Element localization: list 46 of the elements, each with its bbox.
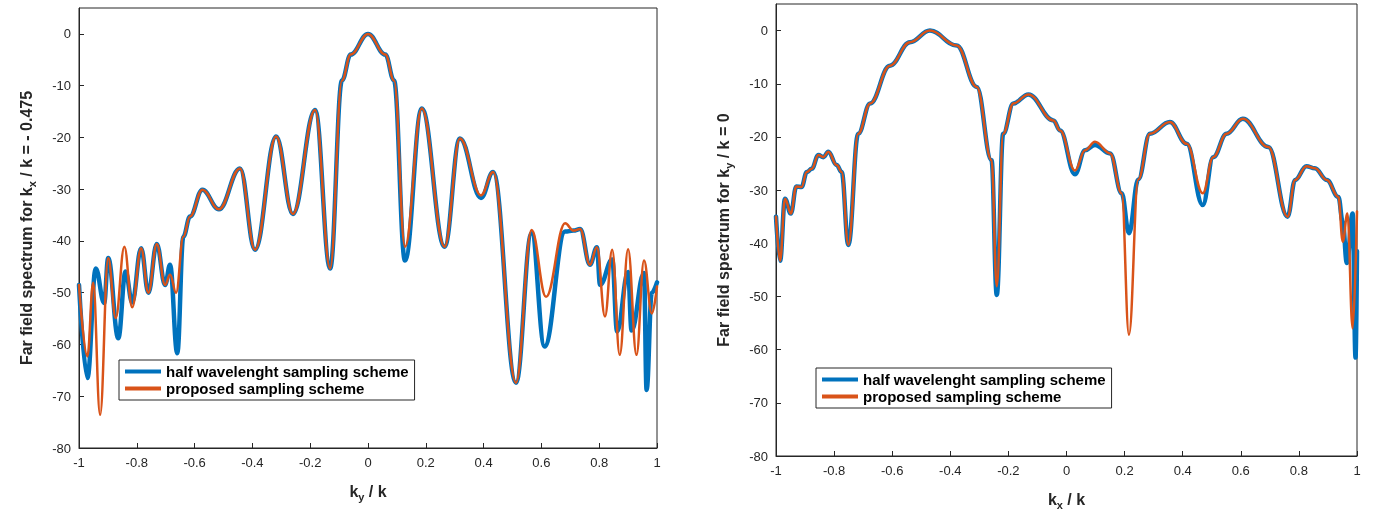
y-tick-label: -20	[52, 129, 71, 145]
x-tick-label: 0.6	[532, 455, 551, 470]
x-tick-label: 0.4	[474, 455, 493, 470]
y-axis-title: Far field spectrum for ky / k = 0	[714, 113, 735, 347]
legend-label: proposed sampling scheme	[166, 380, 365, 397]
x-tick-label: -0.2	[299, 455, 322, 470]
x-tick-label: 1	[653, 455, 661, 470]
x-tick-label: 0	[1062, 463, 1071, 478]
x-tick-label: -0.2	[997, 463, 1020, 478]
x-tick-label: 0.2	[1115, 463, 1134, 478]
y-tick-label: -10	[52, 78, 71, 94]
x-tick-label: 0	[364, 455, 372, 470]
y-tick-label: -70	[52, 388, 71, 404]
x-tick-label: 0.2	[416, 455, 435, 470]
y-tick-label: -30	[52, 181, 71, 197]
y-tick-label: -50	[52, 285, 71, 301]
x-tick-label: -0.6	[183, 455, 206, 470]
y-axis-title: Far field spectrum for kx / k = - 0.475	[17, 90, 38, 366]
y-tick-label: 0	[63, 26, 71, 42]
y-tick-label: -80	[749, 448, 768, 464]
y-tick-label: -60	[749, 342, 768, 358]
y-tick-label: -80	[52, 440, 71, 456]
x-tick-label: 0.4	[1173, 463, 1192, 478]
y-tick-label: -10	[749, 76, 768, 92]
y-tick-label: -70	[749, 395, 768, 411]
y-tick-label: -20	[749, 129, 768, 145]
x-tick-label: -0.4	[241, 455, 264, 470]
x-tick-label: 0.8	[1289, 463, 1308, 478]
y-tick-label: -50	[749, 288, 768, 304]
x-tick-label: -0.8	[822, 463, 846, 478]
legend-label: half wavelenght sampling scheme	[166, 363, 409, 380]
x-tick-label: -0.8	[125, 455, 148, 470]
x-tick-label: -0.6	[881, 463, 904, 478]
y-tick-label: -60	[52, 336, 71, 352]
y-tick-label: 0	[760, 23, 768, 39]
x-tick-label: 0.6	[1231, 463, 1250, 478]
legend-label: half wavelenght sampling scheme	[863, 371, 1106, 388]
x-tick-label: -0.4	[939, 463, 962, 478]
x-tick-label: -1	[770, 463, 782, 478]
x-tick-label: 0.8	[590, 455, 609, 470]
legend-label: proposed sampling scheme	[863, 388, 1062, 405]
y-tick-label: -40	[52, 233, 71, 249]
y-tick-label: -40	[749, 235, 768, 251]
y-tick-label: -30	[749, 182, 768, 198]
x-tick-label: 1	[1353, 463, 1361, 478]
x-tick-label: -1	[73, 455, 85, 470]
